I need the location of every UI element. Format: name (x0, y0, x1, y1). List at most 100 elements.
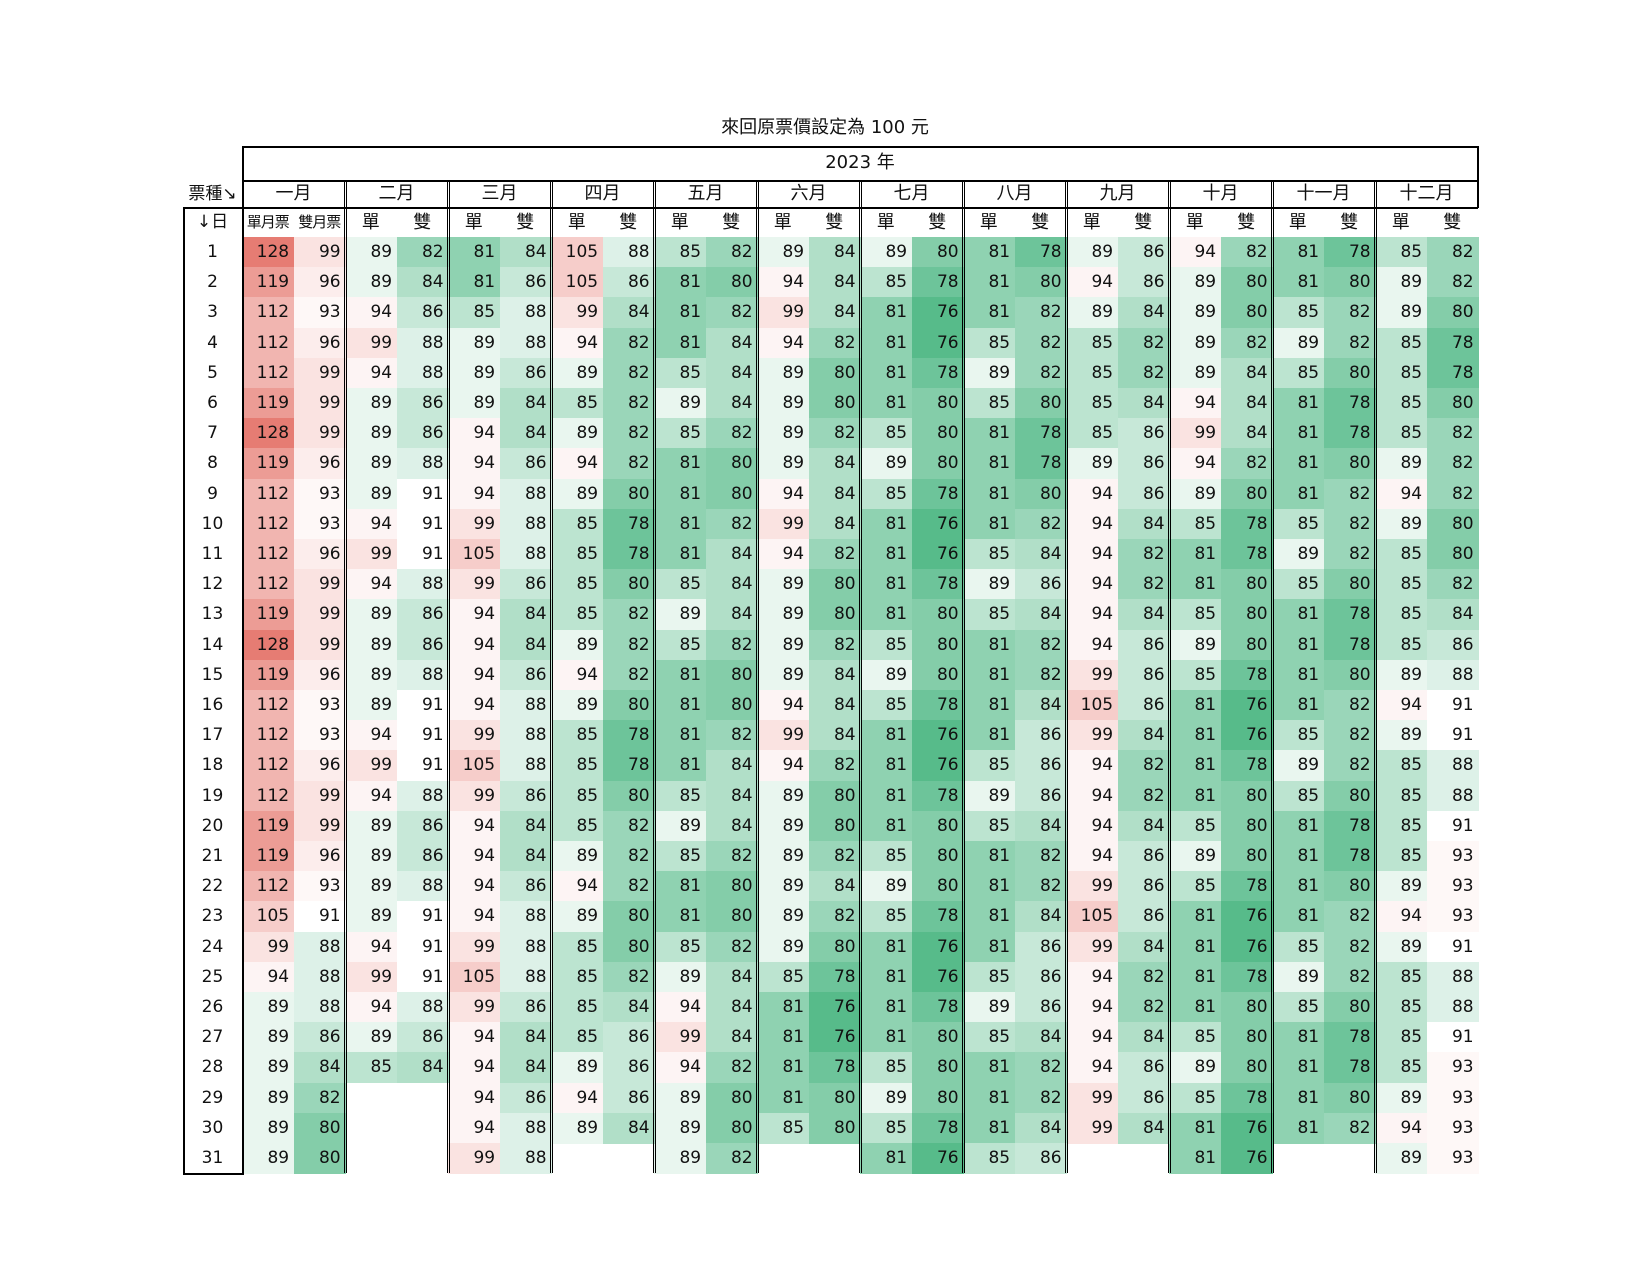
single-fare-cell: 81 (860, 599, 913, 631)
sub-header-double: 雙 (1237, 212, 1256, 233)
double-fare-cell: 84 (808, 237, 861, 268)
double-fare-cell: 78 (911, 267, 964, 298)
single-fare-cell: 81 (1169, 569, 1222, 600)
day-label: 15 (201, 664, 224, 685)
single-fare-cell: 89 (757, 659, 810, 691)
single-fare-cell: 89 (1375, 448, 1428, 480)
single-fare-cell: 81 (1169, 720, 1222, 751)
day-label: 5 (207, 362, 218, 383)
single-fare-cell: 89 (654, 388, 707, 419)
double-fare-cell: 78 (808, 961, 861, 993)
double-fare-cell: 91 (396, 901, 449, 933)
day-label: 11 (201, 544, 224, 564)
double-fare-cell: 88 (499, 720, 552, 751)
single-fare-cell: 89 (654, 961, 707, 993)
double-fare-cell: 86 (1117, 659, 1170, 691)
single-fare-cell: 89 (551, 841, 604, 872)
double-fare-cell: 82 (602, 659, 655, 691)
single-fare-cell: 89 (551, 478, 604, 510)
double-fare-cell: 78 (1220, 539, 1273, 570)
day-label: 16 (201, 695, 224, 715)
single-fare-cell: 94 (448, 448, 501, 480)
double-fare-cell: 78 (1220, 871, 1273, 902)
single-fare-cell: 89 (551, 629, 604, 661)
day-label: 27 (201, 1027, 224, 1048)
double-fare-cell: 82 (1426, 267, 1479, 298)
single-fare-cell: 81 (860, 750, 913, 782)
month-header: 十二月 (1399, 183, 1454, 204)
single-fare-cell: 89 (757, 901, 810, 933)
single-fare-cell: 81 (860, 297, 913, 329)
double-fare-cell: 82 (1014, 327, 1067, 359)
double-fare-cell: 86 (1117, 1052, 1170, 1084)
single-fare-cell: 81 (757, 1022, 810, 1053)
double-fare-cell: 84 (499, 1052, 552, 1084)
double-fare-cell: 82 (705, 1052, 758, 1084)
single-fare-cell: 89 (345, 599, 398, 631)
double-fare-cell: 82 (1323, 690, 1376, 721)
single-fare-cell: 89 (345, 841, 398, 872)
single-fare-cell: 89 (551, 1052, 604, 1084)
month-divider (655, 180, 657, 1174)
single-fare-cell: 85 (654, 418, 707, 449)
double-fare-cell: 82 (1426, 569, 1479, 600)
single-fare-cell: 99 (448, 931, 501, 963)
single-fare-cell: 81 (1272, 448, 1325, 480)
double-fare-cell: 84 (1117, 931, 1170, 963)
double-fare-cell: 82 (1117, 569, 1170, 600)
double-fare-cell: 80 (705, 901, 758, 933)
single-fare-cell: 81 (963, 448, 1016, 480)
double-fare-cell: 99 (293, 780, 346, 812)
double-fare-cell: 78 (1323, 237, 1376, 268)
month-divider (1064, 180, 1066, 1174)
double-fare-cell: 84 (705, 327, 758, 359)
single-fare-cell: 89 (448, 327, 501, 359)
double-fare-cell: 82 (602, 448, 655, 480)
single-fare-cell: 94 (757, 478, 810, 510)
double-fare-cell: 84 (602, 1112, 655, 1144)
double-fare-cell: 78 (1323, 388, 1376, 419)
single-fare-cell: 94 (345, 780, 398, 812)
double-fare-cell: 84 (1117, 388, 1170, 419)
single-fare-cell: 94 (1375, 1112, 1428, 1144)
double-fare-cell: 80 (1220, 569, 1273, 600)
single-fare-cell: 81 (1272, 629, 1325, 661)
month-divider (861, 180, 863, 1174)
sub-header-double: 雙 (413, 212, 432, 233)
double-fare-cell: 84 (1117, 508, 1170, 540)
single-fare-cell: 89 (1272, 539, 1325, 570)
double-fare-cell: 91 (293, 901, 346, 933)
single-fare-cell: 85 (963, 539, 1016, 570)
single-fare-cell: 81 (860, 569, 913, 600)
single-fare-cell: 89 (1375, 508, 1428, 540)
single-fare-cell: 112 (242, 327, 295, 359)
double-fare-cell: 88 (396, 448, 449, 480)
double-fare-cell: 88 (396, 569, 449, 600)
double-fare-cell: 80 (808, 1082, 861, 1114)
single-fare-cell: 81 (963, 297, 1016, 329)
day-label: 10 (201, 513, 224, 534)
double-fare-cell: 80 (911, 629, 964, 661)
double-fare-cell: 86 (1014, 720, 1067, 751)
single-fare-cell: 89 (1375, 267, 1428, 298)
single-fare-cell: 99 (448, 780, 501, 812)
single-fare-cell: 89 (242, 992, 295, 1023)
double-fare-cell: 84 (1117, 297, 1170, 329)
day-label: 20 (201, 815, 224, 836)
single-fare-cell: 81 (654, 871, 707, 902)
double-fare-cell: 80 (808, 931, 861, 963)
single-fare-cell: 81 (1272, 1022, 1325, 1053)
double-fare-cell: 96 (293, 327, 346, 359)
month-divider (964, 180, 966, 1174)
double-fare-cell: 80 (911, 599, 964, 631)
corner-day: ↓日 (196, 212, 229, 232)
single-fare-cell: 89 (242, 1143, 295, 1174)
single-fare-cell: 85 (654, 931, 707, 963)
double-fare-cell: 82 (1323, 539, 1376, 570)
month-divider (652, 180, 654, 1174)
double-fare-cell: 84 (1117, 1112, 1170, 1144)
single-fare-cell: 112 (242, 297, 295, 329)
single-fare-cell: 85 (551, 508, 604, 540)
single-fare-cell: 81 (963, 478, 1016, 510)
single-fare-cell: 85 (1375, 357, 1428, 389)
